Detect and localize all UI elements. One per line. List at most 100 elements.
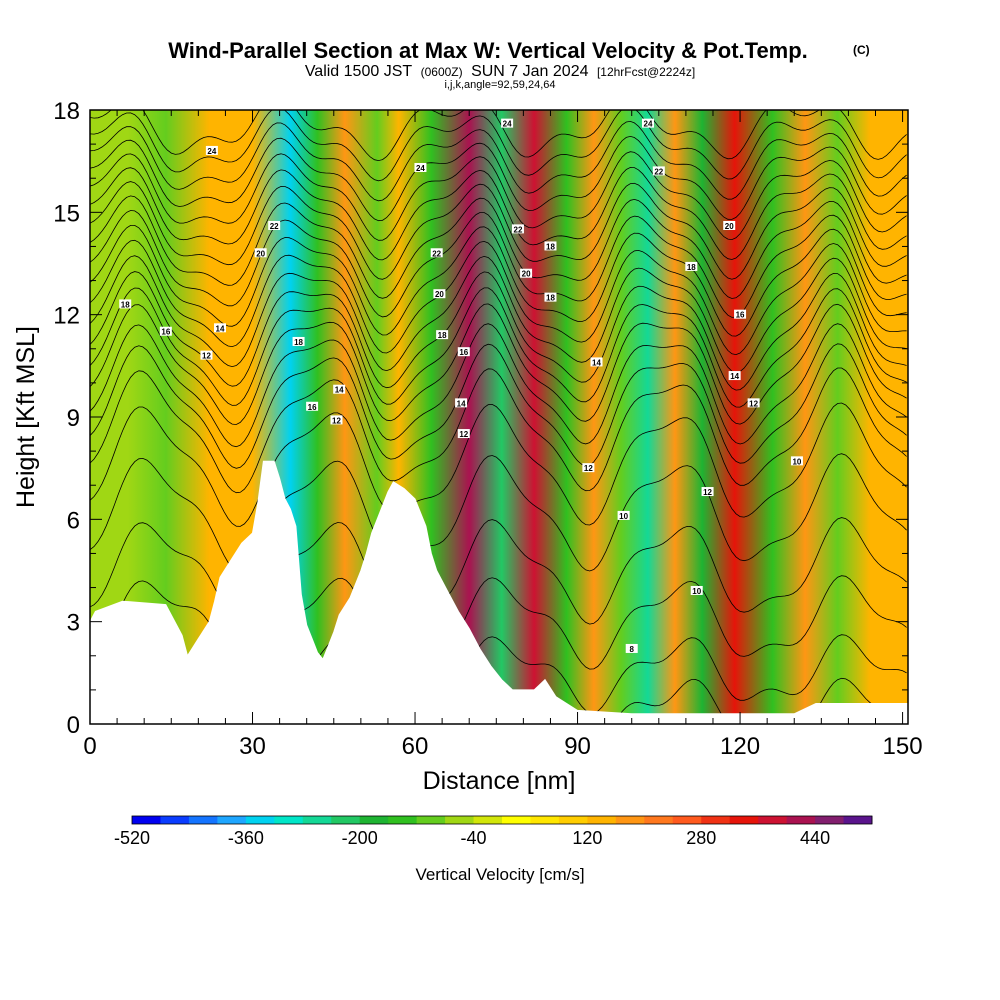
theta-label-text: 14 bbox=[592, 358, 601, 367]
theta-label-bg bbox=[511, 224, 524, 234]
theta-label: 14 bbox=[214, 323, 227, 333]
y-axis-label: Height [Kft MSL] bbox=[12, 326, 40, 508]
y-tick-label: 0 bbox=[67, 712, 80, 739]
colorbar-swatch bbox=[701, 816, 731, 824]
colorbar-title: Vertical Velocity [cm/s] bbox=[415, 865, 584, 884]
colorbar-swatch bbox=[786, 816, 816, 824]
theta-contour-line bbox=[90, 225, 907, 337]
theta-label-bg bbox=[306, 401, 319, 411]
colorbar-swatch bbox=[502, 816, 531, 824]
theta-label: 24 bbox=[641, 118, 654, 129]
colorbar-swatch bbox=[217, 816, 247, 824]
theta-contour-line bbox=[90, 195, 907, 299]
valid-time: Valid 1500 JST bbox=[305, 63, 413, 80]
theta-label: 20 bbox=[723, 220, 736, 231]
theta-label-text: 18 bbox=[546, 294, 555, 303]
theta-label: 18 bbox=[292, 336, 305, 347]
colorbar-tick-label: 280 bbox=[686, 828, 716, 848]
theta-label-text: 10 bbox=[692, 587, 701, 596]
chart-subtitle: Valid 1500 JST (0600Z) SUN 7 Jan 2024 [1… bbox=[305, 63, 695, 80]
theta-label-text: 14 bbox=[457, 399, 466, 408]
y-tick-label: 6 bbox=[67, 507, 80, 534]
theta-label: 24 bbox=[501, 118, 514, 129]
copyright-mark: (C) bbox=[853, 43, 870, 57]
theta-label-text: 12 bbox=[749, 399, 758, 408]
theta-label-bg bbox=[652, 166, 665, 176]
theta-contour-line bbox=[90, 271, 907, 391]
theta-label-bg bbox=[205, 145, 218, 155]
theta-label-bg bbox=[436, 330, 449, 340]
theta-label-text: 20 bbox=[522, 270, 531, 279]
theta-label-text: 12 bbox=[703, 488, 712, 497]
theta-label-text: 16 bbox=[459, 348, 468, 357]
colorbar-swatch bbox=[672, 816, 702, 824]
theta-label: 24 bbox=[205, 145, 218, 156]
theta-label: 8 bbox=[625, 643, 638, 654]
theta-label: 22 bbox=[652, 166, 665, 176]
theta-contour-line bbox=[90, 303, 907, 425]
theta-label: 12 bbox=[330, 415, 343, 425]
colorbar-tick-labels: -520 -360 -200 -40 120 280 440 bbox=[114, 828, 830, 848]
theta-label: 16 bbox=[457, 347, 470, 357]
y-tick-label: 3 bbox=[67, 610, 80, 637]
theta-label-bg bbox=[790, 456, 803, 466]
theta-contour-line bbox=[90, 367, 907, 494]
theta-label-bg bbox=[457, 347, 470, 357]
theta-label-bg bbox=[728, 371, 741, 381]
theta-label: 24 bbox=[414, 162, 427, 173]
theta-label-bg bbox=[433, 289, 446, 299]
theta-label-bg bbox=[214, 323, 227, 333]
theta-label-bg bbox=[455, 398, 468, 408]
theta-contour-line bbox=[90, 166, 907, 261]
colorbar-swatch bbox=[615, 816, 645, 824]
grid-indices: i,j,k,angle=92,59,24,64 bbox=[444, 79, 555, 91]
theta-label-text: 20 bbox=[256, 249, 265, 258]
theta-label: 18 bbox=[544, 241, 557, 251]
theta-label: 16 bbox=[734, 309, 747, 320]
theta-label-text: 14 bbox=[730, 372, 739, 381]
theta-label-bg bbox=[734, 309, 747, 319]
theta-label-bg bbox=[723, 220, 736, 230]
theta-label: 12 bbox=[457, 429, 470, 439]
theta-label-bg bbox=[617, 510, 630, 520]
theta-label: 16 bbox=[159, 326, 172, 337]
theta-label-bg bbox=[520, 268, 533, 278]
theta-label: 14 bbox=[590, 357, 603, 367]
theta-contour-line bbox=[90, 343, 907, 469]
theta-label-bg bbox=[590, 357, 603, 367]
theta-contour-line bbox=[90, 135, 907, 222]
theta-label-bg bbox=[200, 350, 213, 360]
y-tick-labels: 0 3 6 9 12 15 18 bbox=[53, 98, 80, 739]
theta-label-bg bbox=[685, 261, 698, 271]
y-tick-label: 15 bbox=[53, 200, 80, 227]
theta-label: 18 bbox=[436, 330, 449, 340]
theta-contours bbox=[90, 110, 907, 724]
colorbar-swatch bbox=[587, 816, 617, 824]
theta-label: 10 bbox=[617, 510, 630, 521]
theta-label-text: 10 bbox=[619, 512, 628, 521]
theta-label: 16 bbox=[306, 401, 319, 412]
colorbar-swatch bbox=[644, 816, 674, 824]
x-tick-label: 150 bbox=[883, 733, 923, 760]
colorbar-swatch bbox=[815, 816, 845, 824]
theta-contour-line bbox=[90, 402, 907, 527]
x-tick-label: 120 bbox=[720, 733, 760, 760]
colorbar-swatch bbox=[729, 816, 759, 824]
theta-contour-line bbox=[90, 120, 907, 202]
x-tick-label: 90 bbox=[564, 733, 591, 760]
theta-contour-labels: 24 24 24 24 22 22 22 22 20 20 20 20 18 18 18 18 18 18 16 16… bbox=[119, 118, 803, 654]
theta-label-text: 18 bbox=[546, 242, 555, 251]
chart-title: Wind-Parallel Section at Max W: Vertical… bbox=[168, 38, 808, 63]
theta-label: 22 bbox=[430, 248, 443, 258]
colorbar-tick-label: -200 bbox=[342, 828, 378, 848]
colorbar-tick-label: -40 bbox=[461, 828, 487, 848]
colorbar-tick-label: -520 bbox=[114, 828, 150, 848]
valid-date: SUN 7 Jan 2024 bbox=[471, 63, 589, 80]
theta-label: 12 bbox=[701, 487, 714, 497]
theta-label-bg bbox=[119, 299, 132, 309]
theta-label-bg bbox=[690, 585, 703, 595]
theta-label-text: 12 bbox=[332, 416, 341, 425]
theta-label-bg bbox=[641, 118, 654, 128]
utc-time: (0600Z) bbox=[421, 65, 463, 79]
